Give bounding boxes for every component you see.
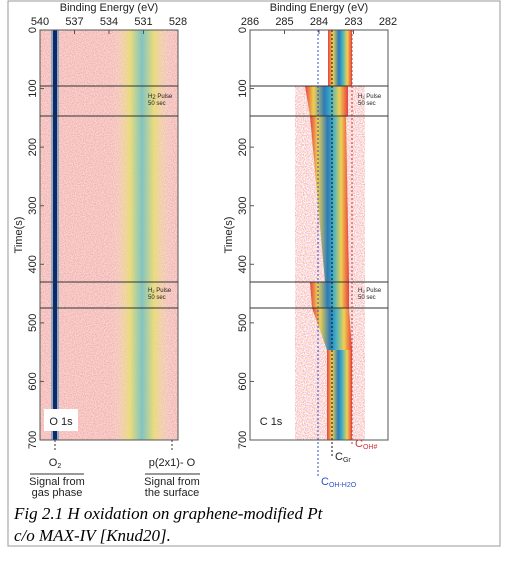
caption-line: Fig 2.1 H oxidation on graphene-modified… (13, 504, 324, 523)
c1s-map (249, 29, 389, 478)
peak-label: p(2x1)- O (149, 457, 196, 469)
pulse-label: H2 Pulse (148, 94, 173, 101)
peak-label: O2 (49, 457, 62, 470)
note: Signal from (29, 476, 85, 488)
x-tick-label: 537 (65, 16, 83, 28)
y-tick-label: 700 (237, 431, 249, 449)
panel-label: O 1s (49, 416, 73, 428)
y-tick-label: 0 (27, 27, 39, 33)
y-tick-label: 400 (27, 255, 39, 273)
y-tick-label: 400 (237, 255, 249, 273)
y-tick-label: 200 (27, 138, 39, 156)
note: Signal from (144, 476, 200, 488)
x-axis-title: Binding Energy (eV) (270, 2, 368, 14)
pulse-duration: 50 sec (358, 101, 376, 107)
caption-line: c/o MAX-IV [Knud20]. (14, 526, 171, 545)
label-box (44, 409, 78, 431)
panel-label: C 1s (260, 416, 283, 428)
y-tick-label: 500 (237, 314, 249, 332)
pulse-label: H2 Pulse (358, 288, 382, 294)
note: the surface (145, 487, 199, 499)
x-tick-label: 284 (310, 16, 328, 28)
x-tick-label: 286 (241, 16, 259, 28)
pulse-label: H2 Pulse (148, 288, 172, 294)
label-box (254, 409, 288, 431)
x-tick-label: 285 (275, 16, 293, 28)
x-tick-label: 528 (169, 16, 187, 28)
y-axis-title: Time(s) (13, 217, 25, 254)
y-tick-label: 300 (237, 197, 249, 215)
y-axis-title: Time(s) (223, 217, 235, 254)
pulse-label: H2 Pulse (358, 94, 382, 100)
y-tick-label: 700 (27, 431, 39, 449)
peak-label: COH-H2O (321, 476, 357, 489)
y-tick-label: 100 (237, 79, 249, 97)
x-tick-label: 534 (100, 16, 118, 28)
y-tick-label: 200 (237, 138, 249, 156)
x-axis-title: Binding Energy (eV) (60, 2, 158, 14)
pulse-duration: 50 sec (148, 295, 166, 301)
o1s-map (39, 29, 179, 452)
y-tick-label: 100 (27, 79, 39, 97)
frame (7, 0, 501, 547)
y-tick-label: 0 (237, 27, 249, 33)
x-tick-label: 540 (31, 16, 49, 28)
pulse-duration: 50 sec (148, 101, 166, 107)
y-tick-label: 300 (27, 197, 39, 215)
peak-label: COH# (355, 438, 377, 451)
pulse-duration: 50 sec (358, 295, 376, 301)
x-tick-label: 531 (134, 16, 152, 28)
x-tick-label: 282 (379, 16, 397, 28)
y-tick-label: 600 (237, 372, 249, 390)
note: gas phase (32, 487, 83, 499)
y-tick-label: 500 (27, 314, 39, 332)
peak-label: CGr (335, 451, 351, 464)
y-tick-label: 600 (27, 372, 39, 390)
x-tick-label: 283 (344, 16, 362, 28)
